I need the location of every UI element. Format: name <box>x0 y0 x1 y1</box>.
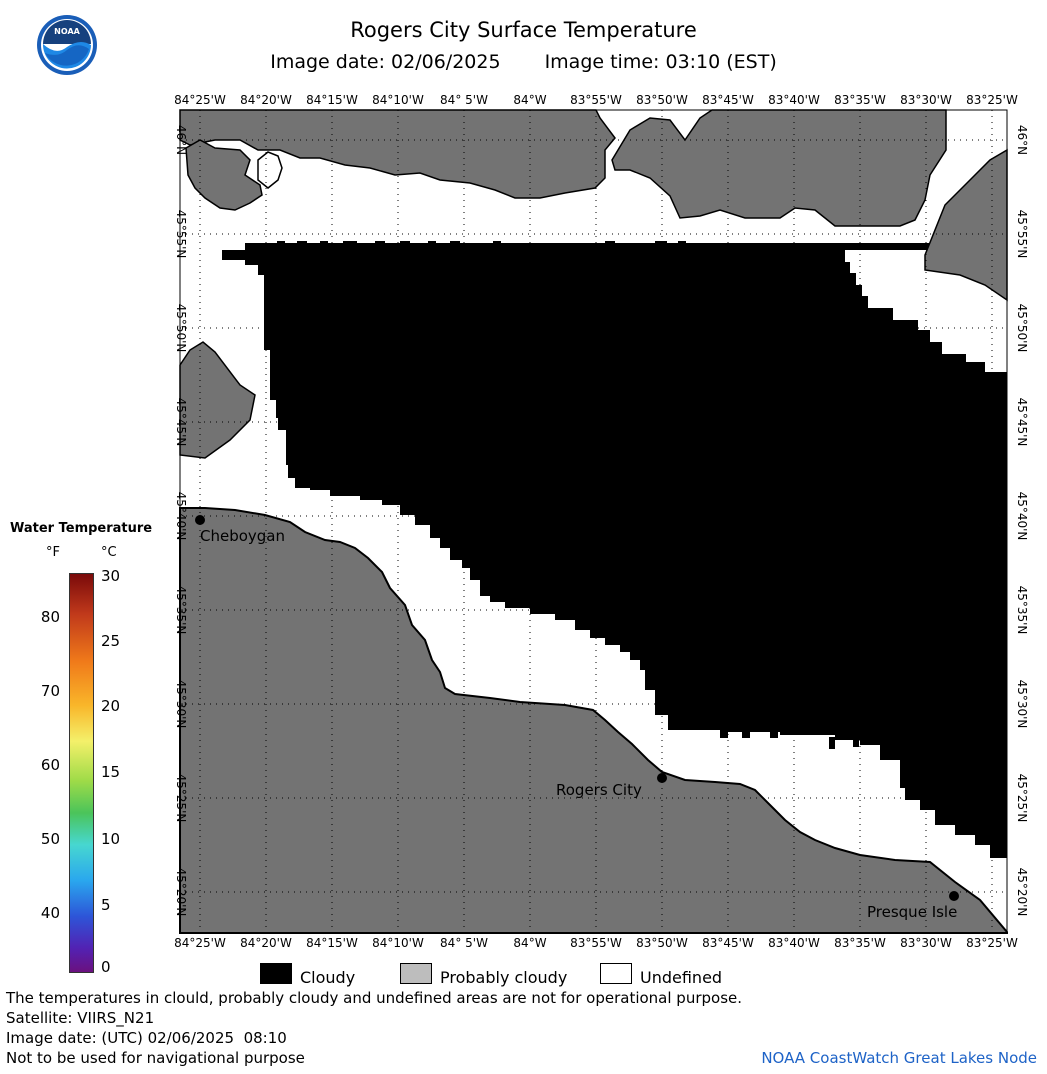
longitude-label: 84°25'W <box>174 93 226 107</box>
f-tick: 60 <box>40 756 60 774</box>
legend-unit-c: °C <box>101 545 117 560</box>
rogers-city-marker[interactable] <box>657 773 667 783</box>
latitude-label: 45°55'N <box>1015 210 1029 259</box>
credit-text: NOAA CoastWatch Great Lakes Node <box>761 1049 1037 1067</box>
map-subtitle: Image date: 02/06/2025 Image time: 03:10 … <box>0 51 1047 73</box>
latitude-labels-left: 46°N 45°55'N 45°50'N 45°45'N 45°40'N 45°35'N 4… <box>174 125 188 917</box>
latitude-label: 45°45'N <box>1015 398 1029 447</box>
legend-unit-f: °F <box>46 545 60 560</box>
latitude-label: 45°25'N <box>174 774 188 823</box>
longitude-label: 83°25'W <box>966 936 1018 950</box>
longitude-label: 83°55'W <box>570 936 622 950</box>
temperature-colorbar <box>69 573 94 973</box>
c-tick: 20 <box>101 697 121 715</box>
image-time: Image time: 03:10 (EST) <box>544 51 777 73</box>
land-north-center <box>611 109 947 227</box>
latitude-label: 45°45'N <box>174 398 188 447</box>
longitude-label: 83°35'W <box>834 93 886 107</box>
latitude-label: 45°20'N <box>174 868 188 917</box>
longitude-label: 83°30'W <box>900 93 952 107</box>
c-tick: 10 <box>101 830 121 848</box>
longitude-label: 83°45'W <box>702 93 754 107</box>
longitude-label: 84°W <box>513 93 546 107</box>
latitude-labels-right: 46°N 45°55'N 45°50'N 45°45'N 45°40'N 45°35'N 4… <box>1015 125 1029 917</box>
latitude-label: 45°30'N <box>174 680 188 729</box>
image-date: Image date: 02/06/2025 <box>270 51 501 73</box>
land-north-shore <box>179 109 616 199</box>
undefined-swatch <box>600 963 632 984</box>
longitude-label: 84°10'W <box>372 93 424 107</box>
latitude-label: 45°40'N <box>174 492 188 541</box>
cloudy-speckle <box>277 241 859 749</box>
latitude-label: 45°50'N <box>174 304 188 353</box>
presque-isle-marker[interactable] <box>949 891 959 901</box>
satellite-text: Satellite: VIIRS_N21 <box>6 1009 155 1027</box>
latitude-label: 46°N <box>1015 125 1029 155</box>
latitude-label: 45°30'N <box>1015 680 1029 729</box>
c-tick: 30 <box>101 567 121 585</box>
probably-cloudy-swatch <box>400 963 432 984</box>
longitude-label: 83°50'W <box>636 936 688 950</box>
longitude-label: 83°40'W <box>768 936 820 950</box>
longitude-label: 84°20'W <box>240 93 292 107</box>
place-label-rogers-city: Rogers City <box>556 781 642 799</box>
longitude-label: 84°W <box>513 936 546 950</box>
c-tick: 5 <box>101 896 111 914</box>
f-tick: 70 <box>40 682 60 700</box>
longitude-label: 84° 5'W <box>440 936 488 950</box>
latitude-label: 45°35'N <box>174 586 188 635</box>
nav-warning-text: Not to be used for navigational purpose <box>6 1049 305 1067</box>
latitude-label: 45°25'N <box>1015 774 1029 823</box>
land-bois-blanc-west <box>179 341 256 459</box>
legend-title: Water Temperature <box>10 521 153 536</box>
longitude-label: 84°10'W <box>372 936 424 950</box>
logo-text: NOAA <box>54 27 80 36</box>
cheboygan-marker[interactable] <box>195 515 205 525</box>
land-south-shore <box>179 507 1008 934</box>
noaa-logo: NOAA <box>37 15 97 75</box>
place-label-cheboygan: Cheboygan <box>200 527 285 545</box>
longitude-label: 84°25'W <box>174 936 226 950</box>
f-tick: 40 <box>40 904 60 922</box>
longitude-label: 83°25'W <box>966 93 1018 107</box>
longitude-label: 84°20'W <box>240 936 292 950</box>
utc-date-text: Image date: (UTC) 02/06/2025 08:10 <box>6 1029 287 1047</box>
map-frame <box>179 109 1008 934</box>
longitude-label: 84° 5'W <box>440 93 488 107</box>
disclaimer-text: The temperatures in clould, probably clo… <box>6 989 743 1007</box>
c-tick: 15 <box>101 763 121 781</box>
latitude-label: 45°55'N <box>174 210 188 259</box>
latitude-label: 46°N <box>174 125 188 155</box>
longitude-label: 83°35'W <box>834 936 886 950</box>
land-north-left <box>185 139 263 211</box>
longitude-labels-top: 84°25'W 84°20'W 84°15'W 84°10'W 84° 5'W 84°W 8… <box>174 93 1018 107</box>
f-tick: 50 <box>40 830 60 848</box>
longitude-label: 83°50'W <box>636 93 688 107</box>
longitude-label: 83°55'W <box>570 93 622 107</box>
latitude-label: 45°40'N <box>1015 492 1029 541</box>
latitude-label: 45°50'N <box>1015 304 1029 353</box>
cloudy-swatch <box>260 963 292 984</box>
cloudy-label: Cloudy <box>300 968 356 987</box>
f-tick: 80 <box>40 608 60 626</box>
longitude-label: 83°30'W <box>900 936 952 950</box>
longitude-label: 84°15'W <box>306 936 358 950</box>
longitude-label: 83°40'W <box>768 93 820 107</box>
c-tick: 25 <box>101 632 121 650</box>
land-lake-hole <box>257 151 283 189</box>
longitude-label: 84°15'W <box>306 93 358 107</box>
longitude-labels-bottom: 84°25'W 84°20'W 84°15'W 84°10'W 84° 5'W 84°W 8… <box>174 936 1018 950</box>
latitude-label: 45°20'N <box>1015 868 1029 917</box>
longitude-label: 83°45'W <box>702 936 754 950</box>
latitude-label: 45°35'N <box>1015 586 1029 635</box>
undefined-label: Undefined <box>640 968 723 987</box>
map-title: Rogers City Surface Temperature <box>350 18 697 42</box>
probably-cloudy-label: Probably cloudy <box>440 968 568 987</box>
c-tick: 0 <box>101 958 111 976</box>
place-label-presque-isle: Presque Isle <box>867 903 957 921</box>
